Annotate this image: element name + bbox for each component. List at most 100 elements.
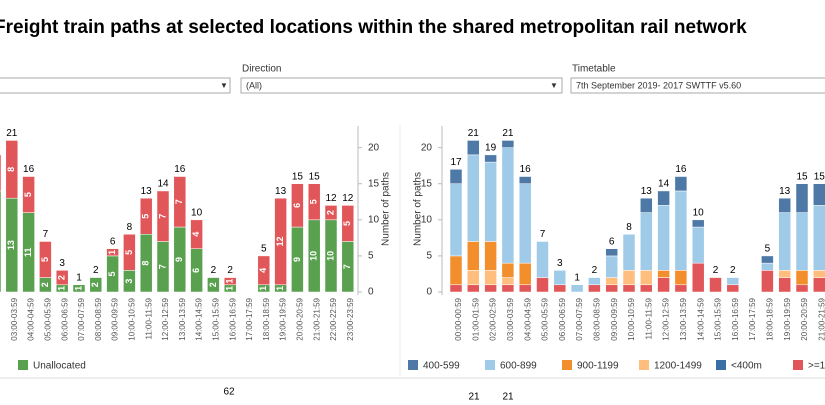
bar-segment [467, 270, 480, 286]
x-tick-label: 15:00-15:59 [212, 297, 221, 340]
bar-segment [605, 255, 618, 278]
x-tick-label: 00:00-00:59 [454, 297, 463, 340]
bar-segment [55, 270, 69, 286]
x-tick-label: 12:00-12:59 [662, 297, 671, 340]
segment-label: 10 [309, 251, 319, 261]
x-tick-label: 11:00-11:59 [144, 297, 153, 339]
bar-segment [190, 219, 203, 249]
bar-segment [449, 183, 463, 257]
bar-segment [307, 183, 321, 221]
bar-segment [640, 270, 653, 286]
segment-label: 8 [141, 261, 151, 266]
dropdown[interactable] [240, 77, 563, 94]
x-tick-label: 18:00-18:59 [262, 297, 271, 340]
legend-swatch [793, 360, 803, 370]
legend-swatch [562, 360, 572, 370]
total-label: 10 [191, 207, 203, 218]
x-tick-label: 21:00-21:59 [817, 297, 825, 340]
dropdown-arrow: ▼ [220, 81, 228, 90]
bar-segment [536, 277, 549, 293]
total-label: 1 [574, 272, 580, 283]
segment-label: 5 [342, 221, 352, 226]
segment-label: 8 [6, 167, 16, 172]
x-tick-label: 20:00-20:59 [800, 297, 809, 340]
total-label: 13 [141, 186, 153, 197]
bar-segment [518, 262, 532, 286]
bar-segment [274, 197, 287, 286]
x-tick-label: 07:00-07:59 [575, 297, 584, 340]
total-label: 2 [211, 265, 217, 276]
bar-segment [467, 154, 480, 242]
y-tick-label: 5 [368, 251, 374, 262]
segment-label: 6 [191, 268, 201, 273]
segment-label: 11 [23, 248, 33, 258]
x-tick-label: 23:00-23:59 [346, 297, 355, 340]
bar-segment [89, 277, 103, 293]
dropdown-value: 7th September 2019- 2017 SWTTF v5.60 [576, 80, 741, 90]
total-label: 5 [261, 244, 267, 255]
total-label: 15 [292, 171, 304, 182]
dropdown[interactable] [0, 77, 231, 94]
x-tick-label: 07:00-07:59 [77, 297, 86, 340]
segment-label: 4 [258, 268, 268, 273]
segment-label: 5 [309, 199, 319, 204]
segment-label: 4 [191, 232, 201, 237]
x-tick-label: 17:00-17:59 [748, 297, 757, 340]
x-tick-label: 05:00-05:59 [44, 297, 53, 340]
bar-segment [123, 234, 136, 271]
bar-segment [778, 212, 791, 271]
bar-segment [484, 241, 497, 271]
segment-label: 9 [292, 257, 302, 262]
bar-segment [501, 284, 515, 293]
bar-segment [501, 262, 515, 278]
segment-label: 2 [90, 282, 100, 287]
total-label: 7 [43, 229, 49, 240]
segment-label: 6 [292, 203, 302, 208]
x-tick-label: 11:00-11:59 [644, 297, 653, 339]
bar-segment [726, 284, 740, 293]
segment-label: 1 [225, 286, 235, 291]
x-tick-label: 03:00-03:59 [506, 297, 515, 340]
bar-segment [570, 284, 584, 293]
legend-label: 900-1199 [577, 361, 619, 372]
bar-segment [622, 270, 636, 286]
total-label: 10 [693, 207, 705, 218]
bar-segment [622, 284, 636, 293]
bar-segment [588, 277, 601, 286]
dropdown[interactable] [570, 77, 825, 94]
x-tick-label: 18:00-18:59 [766, 297, 775, 340]
x-tick-label: 01:00-01:59 [471, 297, 480, 340]
dropdown-arrow: ▼ [550, 81, 558, 90]
total-label: 16 [23, 164, 35, 175]
total-label: 7 [540, 229, 546, 240]
bar-segment [813, 183, 825, 206]
total-label: 8 [626, 222, 632, 233]
segment-label: 2 [57, 275, 67, 280]
filter-label: Timetable [572, 64, 616, 75]
bar-segment [691, 226, 705, 264]
y-tick-label: 0 [426, 287, 432, 298]
bar-segment [795, 284, 809, 293]
total-label: 19 [485, 143, 497, 154]
bar-segment [484, 270, 497, 286]
x-tick-label: 13:00-13:59 [178, 297, 187, 340]
bar-segment [5, 140, 19, 199]
total-label: 2 [730, 265, 736, 276]
x-tick-label: 19:00-19:59 [783, 297, 792, 340]
total-label: 2 [713, 265, 719, 276]
y-tick-label: 15 [368, 178, 380, 189]
segment-label: 2 [325, 210, 335, 215]
segment-label: 5 [141, 214, 151, 219]
bar-segment [726, 277, 740, 286]
total-label: 15 [796, 171, 808, 182]
total-label: 15 [814, 171, 825, 182]
bar-segment [484, 284, 497, 293]
bar-segment [657, 270, 670, 278]
segment-label: 5 [107, 271, 117, 276]
segment-label: 9 [174, 257, 184, 262]
segment-label: 7 [342, 264, 352, 269]
x-tick-label: 06:00-06:59 [558, 297, 567, 340]
total-label: 2 [592, 265, 598, 276]
bar-segment [449, 169, 463, 184]
